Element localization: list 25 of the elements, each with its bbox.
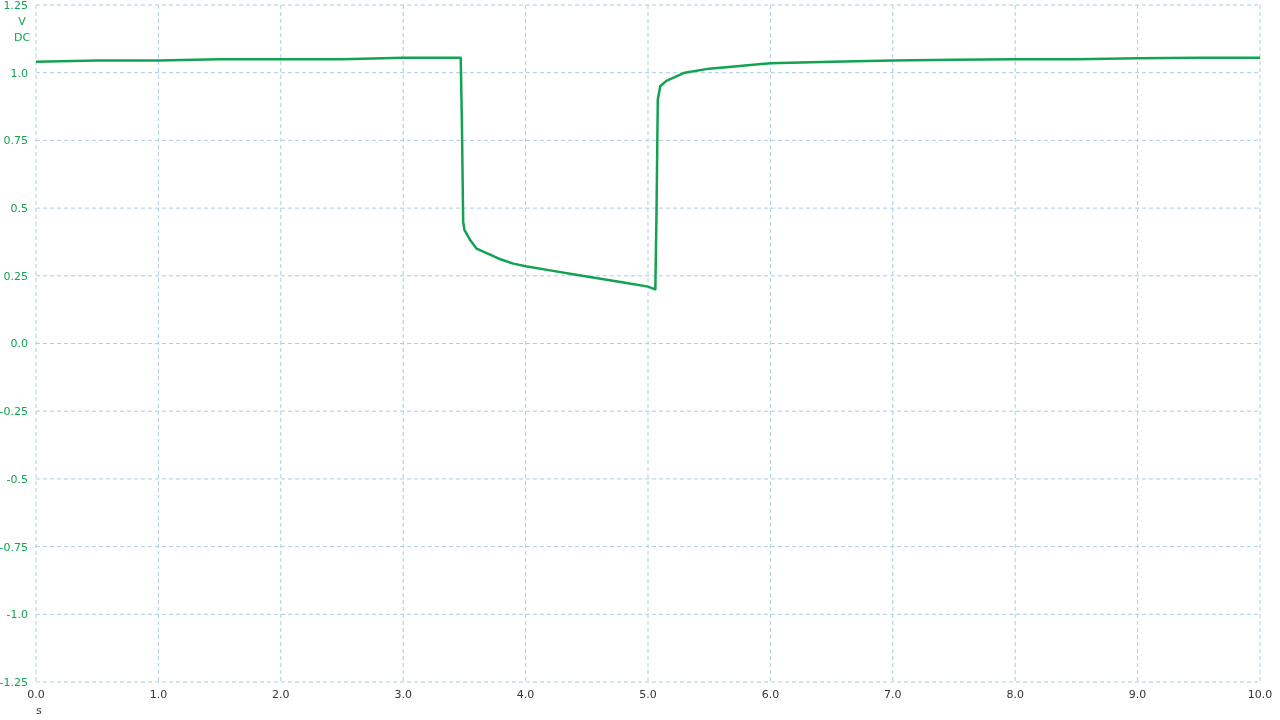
x-tick-label: 6.0: [761, 687, 780, 701]
x-tick-label: 0.0: [27, 687, 45, 701]
y-tick-label: 0.25: [3, 269, 28, 283]
y-tick-label: -0.75: [0, 540, 28, 554]
line-series: [36, 56, 1260, 291]
y-tick-label: 0.5: [10, 202, 28, 216]
x-axis-title: s: [36, 704, 42, 717]
y-axis-title: V DC: [14, 14, 31, 46]
y-tick-label: 1.25: [3, 0, 28, 12]
y-tick-label: -1.25: [0, 675, 28, 689]
y-tick-label: -1.0: [6, 608, 28, 622]
x-tick-label: 9.0: [1128, 687, 1147, 701]
x-tick-label: 4.0: [516, 687, 535, 701]
x-tick-label: 2.0: [272, 687, 290, 701]
y-tick-label: -0.25: [0, 405, 28, 419]
x-tick-label: 7.0: [884, 687, 902, 701]
y-tick-label: 1.0: [10, 66, 28, 80]
y-tick-label: -0.5: [6, 472, 28, 486]
x-tick-label: 1.0: [149, 687, 168, 701]
y-tick-label: 0.75: [3, 134, 28, 148]
x-tick-label: 8.0: [1006, 687, 1024, 701]
x-tick-label: 5.0: [639, 687, 657, 701]
x-tick-label: 3.0: [394, 687, 412, 701]
y-tick-label: 0.0: [10, 337, 28, 351]
x-tick-label: 10.0: [1247, 687, 1273, 701]
